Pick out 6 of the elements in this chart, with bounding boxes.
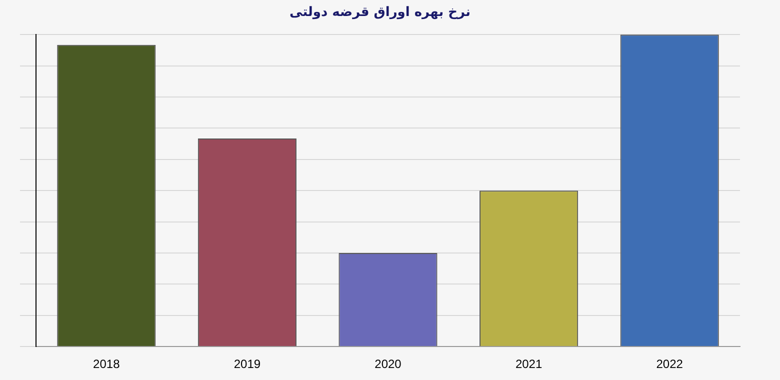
x-tick-label: 2020 (374, 357, 402, 372)
x-tick-label: 2018 (93, 357, 120, 372)
x-tick-label: 2022 (656, 357, 684, 372)
x-tick-label: 2021 (515, 357, 542, 372)
chart-title: نرخ بهره اوراق قرضه دولتی (290, 5, 470, 20)
x-tick-label: 2019 (234, 357, 261, 372)
